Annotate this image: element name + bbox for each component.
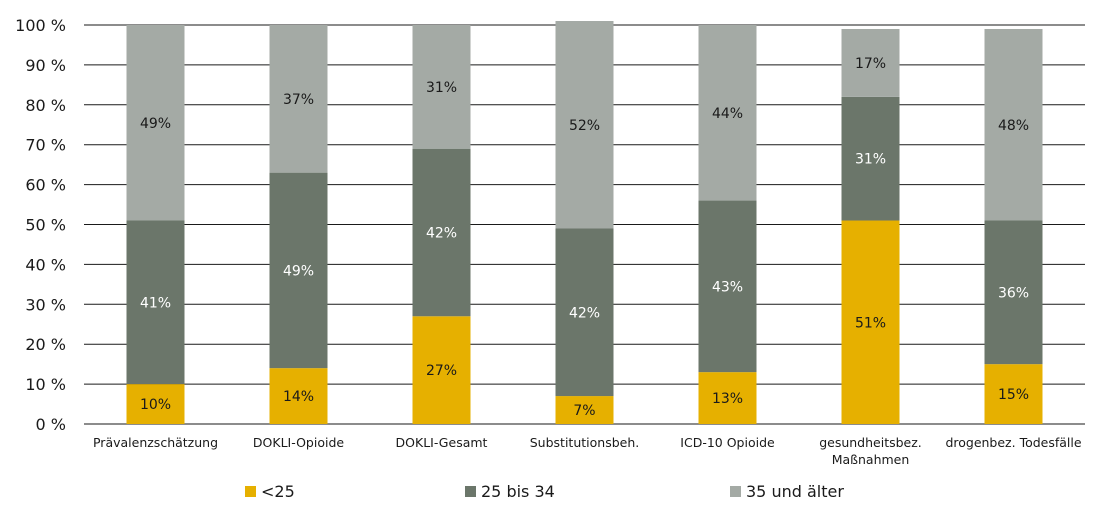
bar-segment <box>698 200 757 373</box>
bar-segment <box>412 148 471 317</box>
data-label: 7% <box>573 403 595 419</box>
bar-segment <box>984 364 1043 424</box>
bar-segment <box>126 220 185 385</box>
y-tick-label: 50 % <box>25 216 66 235</box>
data-label: 42% <box>426 225 457 241</box>
x-tick-label: gesundheitsbez. <box>819 435 922 450</box>
bars <box>126 21 1043 424</box>
legend-swatch <box>730 486 741 497</box>
bar-segment <box>698 25 757 201</box>
data-labels: 10% 41% 49% 14% 49% 37% 27% 42% 31% 7% 42% 52% 13% 43… <box>140 56 1029 419</box>
legend-swatch <box>465 486 476 497</box>
y-tick-label: 30 % <box>25 295 66 314</box>
data-label: 49% <box>283 263 314 279</box>
y-tick-label: 90 % <box>25 56 66 75</box>
data-label: 43% <box>712 279 743 295</box>
legend-label: <25 <box>261 482 295 501</box>
y-tick-label: 20 % <box>25 335 66 354</box>
bar-segment <box>269 172 328 369</box>
data-label: 52% <box>569 118 600 134</box>
data-label: 27% <box>426 363 457 379</box>
x-tick-label: ICD-10 Opioide <box>680 435 775 450</box>
data-label: 31% <box>855 152 886 168</box>
x-axis: Prävalenzschätzung DOKLI-Opioide DOKLI-Ges… <box>93 435 1082 467</box>
x-tick-label: drogenbez. Todesfälle <box>945 435 1081 450</box>
data-label: 44% <box>712 106 743 122</box>
legend: <25 25 bis 34 35 und älter <box>245 482 844 501</box>
bar-segment <box>555 21 614 229</box>
data-label: 42% <box>569 305 600 321</box>
bar-segment <box>126 384 185 424</box>
data-label: 41% <box>140 295 171 311</box>
data-label: 37% <box>283 92 314 108</box>
y-tick-label: 0 % <box>36 415 66 434</box>
bar-segment <box>841 28 900 97</box>
data-label: 13% <box>712 391 743 407</box>
legend-label: 35 und älter <box>746 482 844 501</box>
data-label: 48% <box>998 118 1029 134</box>
bar-segment <box>412 316 471 424</box>
bar-segment <box>841 96 900 221</box>
bar-segment <box>555 228 614 397</box>
bar-segment <box>984 220 1043 365</box>
x-tick-label: DOKLI-Opioide <box>253 435 344 450</box>
data-label: 36% <box>998 285 1029 301</box>
data-label: 31% <box>426 80 457 96</box>
y-tick-label: 40 % <box>25 255 66 274</box>
bar-segment <box>412 25 471 149</box>
data-label: 10% <box>140 397 171 413</box>
legend-label: 25 bis 34 <box>481 482 555 501</box>
y-tick-label: 70 % <box>25 136 66 155</box>
bar-segment <box>698 372 757 424</box>
bar-segment <box>555 396 614 424</box>
bar-segment <box>269 368 328 424</box>
data-label: 14% <box>283 389 314 405</box>
bar-segment <box>126 25 185 221</box>
bar-segment <box>984 28 1043 221</box>
x-tick-label: Substitutionsbeh. <box>530 435 639 450</box>
x-tick-label: Maßnahmen <box>832 452 910 467</box>
bar-segment <box>841 220 900 424</box>
legend-swatch <box>245 486 256 497</box>
data-label: 17% <box>855 56 886 72</box>
bar-segment <box>269 25 328 173</box>
x-tick-label: Prävalenzschätzung <box>93 435 218 450</box>
y-tick-label: 60 % <box>25 176 66 195</box>
data-label: 15% <box>998 387 1029 403</box>
x-tick-label: DOKLI-Gesamt <box>396 435 488 450</box>
y-tick-label: 100 % <box>15 16 66 35</box>
y-tick-label: 80 % <box>25 96 66 115</box>
y-axis: 0 % 10 % 20 % 30 % 40 % 50 % 60 % 70 % 80 % 90 % 1… <box>15 16 66 434</box>
data-label: 51% <box>855 315 886 331</box>
data-label: 49% <box>140 116 171 132</box>
y-tick-label: 10 % <box>25 375 66 394</box>
